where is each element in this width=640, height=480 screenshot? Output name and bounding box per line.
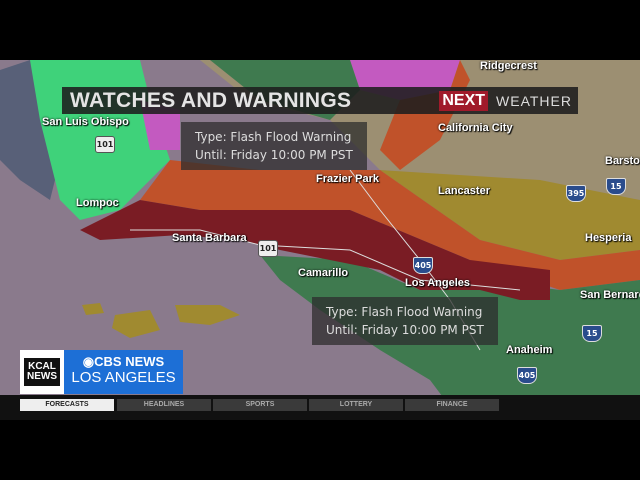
warning-type: Type: Flash Flood Warning	[326, 305, 483, 319]
warning-popup: Type: Flash Flood Warning Until: Friday …	[181, 122, 367, 170]
tab-finance[interactable]: FINANCE	[405, 399, 499, 411]
city-label: Ridgecrest	[480, 60, 537, 72]
orange-alert-area	[380, 60, 470, 170]
tab-headlines[interactable]: HEADLINES	[117, 399, 211, 411]
station-logo: KCAL NEWS ◉CBS NEWS LOS ANGELES	[20, 350, 183, 394]
tab-lottery[interactable]: LOTTERY	[309, 399, 403, 411]
cbs-eye-icon: ◉	[82, 354, 95, 369]
city-label: Barstow	[605, 155, 640, 167]
map-regions	[0, 60, 640, 420]
warning-type: Type: Flash Flood Warning	[195, 130, 352, 144]
highway-shield: 15	[582, 325, 602, 342]
island	[82, 303, 104, 315]
city-label: California City	[438, 122, 513, 134]
brand-next: NEXT	[439, 90, 489, 111]
city-label: Los Angeles	[405, 277, 470, 289]
city-label: Frazier Park	[316, 173, 379, 185]
island	[112, 310, 160, 338]
city-label: Hesperia	[585, 232, 632, 244]
highway-shield: 395	[566, 185, 586, 202]
cbs-news-logo: ◉CBS NEWS LOS ANGELES	[64, 350, 183, 394]
city-label: Lompoc	[76, 197, 119, 209]
highway-shield: 101	[95, 136, 115, 153]
los-angeles-text: LOS ANGELES	[71, 369, 176, 386]
flash-flood-warning-area	[80, 200, 550, 300]
orange-band	[140, 160, 640, 290]
warning-popup: Type: Flash Flood Warning Until: Friday …	[312, 297, 498, 345]
news-text: NEWS	[27, 371, 57, 382]
city-label: San Luis Obispo	[42, 116, 129, 128]
island	[175, 305, 240, 325]
warning-until: Until: Friday 10:00 PM PST	[195, 148, 353, 162]
ticker-bar: FORECASTS HEADLINES SPORTS LOTTERY FINAN…	[0, 395, 640, 420]
brand-weather: WEATHER	[496, 92, 572, 109]
city-label: Camarillo	[298, 267, 349, 279]
city-label: Lancaster	[438, 185, 490, 197]
tab-forecasts[interactable]: FORECASTS	[20, 399, 114, 411]
highway-shield: 101	[258, 240, 278, 257]
kcal-text: KCAL	[28, 361, 56, 372]
page-title: WATCHES AND WARNINGS	[70, 88, 352, 112]
weather-map: Ridgecrest San Luis Obispo California Ci…	[0, 60, 640, 420]
city-label: San Bernardino	[580, 289, 640, 301]
warning-until: Until: Friday 10:00 PM PST	[326, 323, 484, 337]
highway-shield: 15	[606, 178, 626, 195]
city-label: Santa Barbara	[172, 232, 247, 244]
highway-shield: 405	[517, 367, 537, 384]
next-weather-logo: NEXT WEATHER	[439, 90, 572, 111]
tab-sports[interactable]: SPORTS	[213, 399, 307, 411]
cbs-news-text: CBS NEWS	[94, 354, 165, 369]
title-bar: WATCHES AND WARNINGS NEXT WEATHER	[62, 87, 578, 114]
kcal-news-logo: KCAL NEWS	[20, 350, 64, 394]
city-label: Anaheim	[506, 344, 553, 356]
highway-shield: 405	[413, 257, 433, 274]
